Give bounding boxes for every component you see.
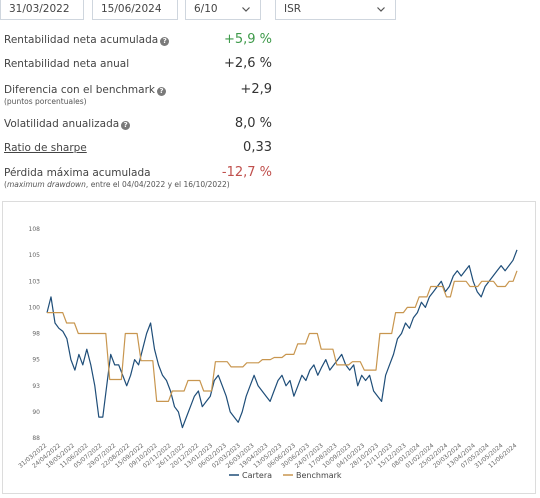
info-icon[interactable]: ? — [121, 121, 131, 130]
metric-value: +2,6 % — [223, 56, 272, 71]
y-tick-label: 93 — [32, 383, 40, 390]
metric-sublabel: (puntos porcentuales) — [4, 97, 87, 106]
y-tick-label: 98 — [32, 331, 40, 338]
performance-chart-svg: 889093959810010310510831/03/202224/04/20… — [17, 226, 518, 480]
metric-label: Rentabilidad neta anual — [4, 58, 130, 70]
info-icon[interactable]: ? — [160, 37, 170, 46]
y-tick-label: 95 — [32, 357, 40, 364]
index-value: ISR — [284, 3, 302, 15]
period-select[interactable]: 6/10 — [185, 0, 261, 20]
chevron-down-icon — [377, 7, 385, 12]
y-tick-label: 105 — [29, 252, 41, 259]
benchmark-line — [47, 270, 518, 402]
cartera-line — [46, 249, 518, 429]
metric-sublabel-italic: maximum drawdown — [6, 180, 86, 189]
y-tick-label: 100 — [29, 304, 41, 311]
start-date-input[interactable]: 31/03/2022 — [0, 0, 84, 20]
legend-label: Benchmark — [296, 471, 342, 480]
end-date-input[interactable]: 15/06/2024 — [92, 0, 178, 20]
performance-chart: 88 90 93 95 98 100 103 105 108 31/03/2022 24/04/20… — [2, 201, 536, 494]
y-tick-label: 88 — [32, 435, 40, 442]
period-value: 6/10 — [194, 3, 218, 15]
metric-label: Volatilidad anualizada — [4, 118, 120, 130]
index-select[interactable]: ISR — [275, 0, 396, 20]
metric-label: Pérdida máxima acumulada — [4, 167, 151, 179]
chevron-down-icon — [242, 7, 250, 12]
y-tick-label: 90 — [32, 409, 40, 416]
metric-value: 0,33 — [243, 140, 272, 155]
metric-value: +2,9 — [240, 82, 272, 97]
metric-label: Rentabilidad neta acumulada — [4, 34, 159, 46]
start-date-value: 31/03/2022 — [9, 3, 70, 15]
y-tick-label: 103 — [29, 278, 41, 285]
end-date-value: 15/06/2024 — [101, 3, 162, 15]
info-icon[interactable]: ? — [157, 87, 166, 96]
legend-label: Cartera — [242, 471, 272, 480]
metric-value: 8,0 % — [234, 116, 272, 131]
sharpe-link[interactable]: Ratio de sharpe — [4, 142, 87, 154]
filter-bar: 31/03/2022 15/06/2024 6/10 ISR — [0, 0, 540, 22]
metric-sublabel-rest: , entre el 04/04/2022 y el 16/10/2022) — [85, 180, 230, 189]
metric-sublabel: (maximum drawdown, entre el 04/04/2022 y… — [4, 180, 230, 189]
metric-value: +5,9 % — [223, 32, 272, 47]
y-tick-label: 108 — [29, 226, 41, 233]
metric-value: -12,7 % — [221, 165, 272, 180]
metric-label: Diferencia con el benchmark — [4, 84, 155, 96]
